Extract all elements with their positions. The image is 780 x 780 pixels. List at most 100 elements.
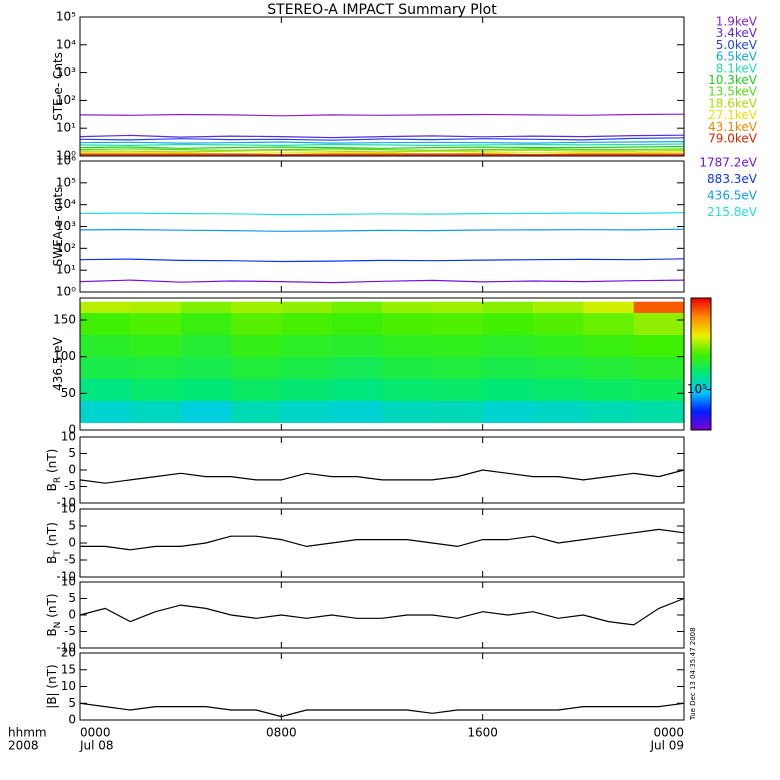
y-tick-label: 0 <box>68 423 76 437</box>
heat-cell <box>633 301 685 313</box>
y-tick-label: 10 <box>61 575 76 589</box>
heat-cell <box>533 378 584 401</box>
heat-cell <box>130 312 181 335</box>
legend-entry: 8.1keV <box>716 61 758 75</box>
heat-cell <box>583 378 634 401</box>
y-tick-label: 10⁰ <box>56 149 76 163</box>
plot-title: STEREO-A IMPACT Summary Plot <box>267 2 497 18</box>
y-tick-label: 10³ <box>56 65 76 79</box>
data-line <box>79 141 685 144</box>
heat-cell <box>382 356 433 379</box>
heat-cell <box>180 356 232 379</box>
y-label-part: B <box>45 483 59 491</box>
data-line <box>79 143 685 147</box>
data-line <box>79 137 685 141</box>
data-line <box>79 258 685 263</box>
date-label: Jul 09 <box>649 739 684 753</box>
heat-cell <box>281 312 332 335</box>
y-label-part: N <box>53 622 63 629</box>
y-tick-label: 10³ <box>56 219 76 233</box>
y-tick-label: -5 <box>64 624 76 638</box>
y-label-part: (nT) <box>45 593 59 621</box>
y-tick-label: 5 <box>68 519 76 533</box>
heat-cell <box>432 356 483 379</box>
y-label-part: (nT) <box>45 449 59 477</box>
heat-cell <box>331 356 383 379</box>
y-label-part: R <box>53 477 63 483</box>
y-tick-label: 5 <box>68 696 76 710</box>
panel-frame <box>79 160 685 293</box>
heat-cell <box>231 378 282 401</box>
data-line <box>79 228 685 232</box>
y-label-part: |B| (nT) <box>45 664 59 708</box>
heat-cell <box>130 356 181 379</box>
x-tick-label: 0000 <box>653 726 684 740</box>
data-line <box>79 113 685 117</box>
units-label: hhmm <box>8 726 47 740</box>
heat-cell <box>130 400 181 423</box>
y-tick-label: 10 <box>61 430 76 444</box>
legend-entry: 3.4keV <box>716 26 758 40</box>
y-tick-label: -10 <box>56 570 76 584</box>
heat-cell <box>482 301 534 313</box>
y-label-part: 436.5 eV <box>51 336 65 391</box>
y-axis-label: BR (nT) <box>45 449 63 492</box>
heat-cell <box>482 312 534 335</box>
heat-cell <box>533 334 584 357</box>
heat-cell <box>80 334 131 357</box>
data-line <box>80 153 684 156</box>
y-tick-label: -10 <box>56 641 76 655</box>
panel-frame <box>79 581 685 649</box>
y-axis-label: 436.5 eV <box>51 336 65 391</box>
year-label: 2008 <box>8 739 39 753</box>
heat-cell <box>80 301 131 313</box>
legend-entry: 6.5keV <box>716 50 758 64</box>
y-tick-label: 10⁵ <box>56 10 76 24</box>
heat-cell <box>583 356 634 379</box>
legend-entry: 5.0keV <box>716 38 758 52</box>
heat-cell <box>432 312 483 335</box>
heat-cell <box>533 400 584 423</box>
data-line <box>80 528 685 551</box>
y-tick-label: 5 <box>68 446 76 460</box>
heat-cell <box>281 400 332 423</box>
heat-cell <box>533 356 584 379</box>
data-line <box>79 145 685 149</box>
y-tick-label: 10⁴ <box>56 197 76 211</box>
legend-entry: 43.1keV <box>708 120 758 134</box>
panel-frame <box>79 297 685 431</box>
y-tick-label: -5 <box>64 479 76 493</box>
y-tick-label: 50 <box>61 386 76 400</box>
heat-cell <box>331 301 383 313</box>
y-axis-label: STE e- Cnts <box>51 52 65 121</box>
heat-cell <box>80 356 131 379</box>
heat-cell <box>180 378 232 401</box>
legend-entry: 883.3eV <box>707 172 758 186</box>
heat-cell <box>482 356 534 379</box>
heat-cell <box>633 400 685 423</box>
y-tick-label: 0 <box>68 713 76 727</box>
heat-cell <box>482 334 534 357</box>
heat-cell <box>482 400 534 423</box>
legend-entry: 1.9keV <box>716 15 758 29</box>
heat-cell <box>382 334 433 357</box>
data-line <box>79 134 685 139</box>
heat-cell <box>432 334 483 357</box>
data-line <box>79 279 685 284</box>
heat-cell <box>231 312 282 335</box>
heat-cell <box>180 301 232 313</box>
y-tick-label: 10² <box>56 93 76 107</box>
data-line <box>80 149 685 153</box>
legend-entry: 10.3keV <box>708 73 758 87</box>
heat-cell <box>533 312 584 335</box>
y-axis-label: SWEA e- cnts <box>51 187 65 267</box>
heat-cell <box>633 378 685 401</box>
heat-cell <box>281 356 332 379</box>
heat-cell <box>482 378 534 401</box>
legend-entry: 27.1keV <box>708 108 758 122</box>
heat-cell <box>583 312 634 335</box>
y-tick-label: -5 <box>64 553 76 567</box>
heat-cell <box>231 301 282 313</box>
heat-cell <box>432 301 483 313</box>
